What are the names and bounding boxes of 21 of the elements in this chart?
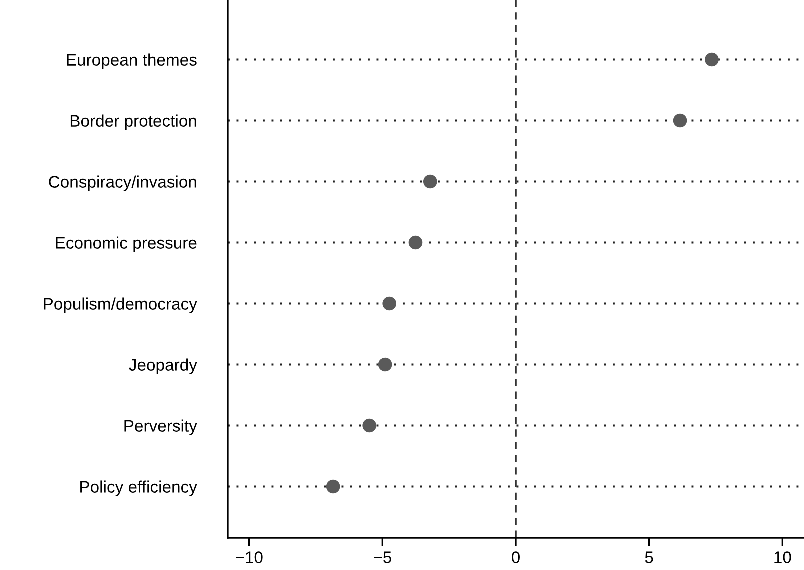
point — [382, 296, 397, 311]
y-tick-label: Conspiracy/invasion — [49, 176, 196, 192]
x-tick-label: 0 — [512, 552, 520, 564]
point — [423, 174, 438, 189]
y-tick-label: Economic pressure — [56, 236, 197, 252]
x-tick-label: 5 — [645, 552, 654, 564]
y-tick-label: Populism/democracy — [44, 298, 198, 314]
point — [673, 114, 688, 128]
point — [326, 480, 340, 494]
y-tick-label: European themes — [67, 54, 197, 70]
point — [362, 418, 377, 433]
y-tick-label: Jeopardy — [129, 358, 198, 374]
point — [408, 236, 423, 250]
point — [378, 358, 392, 372]
x-tick-label: 10 — [774, 552, 792, 564]
y-tick-label: Border protection — [70, 114, 196, 130]
x-tick-label: −10 — [236, 552, 263, 564]
y-tick-label: Policy efficiency — [80, 480, 198, 496]
point — [705, 52, 719, 67]
x-tick-label: −5 — [374, 552, 392, 564]
y-tick-label: Perversity — [124, 420, 198, 436]
